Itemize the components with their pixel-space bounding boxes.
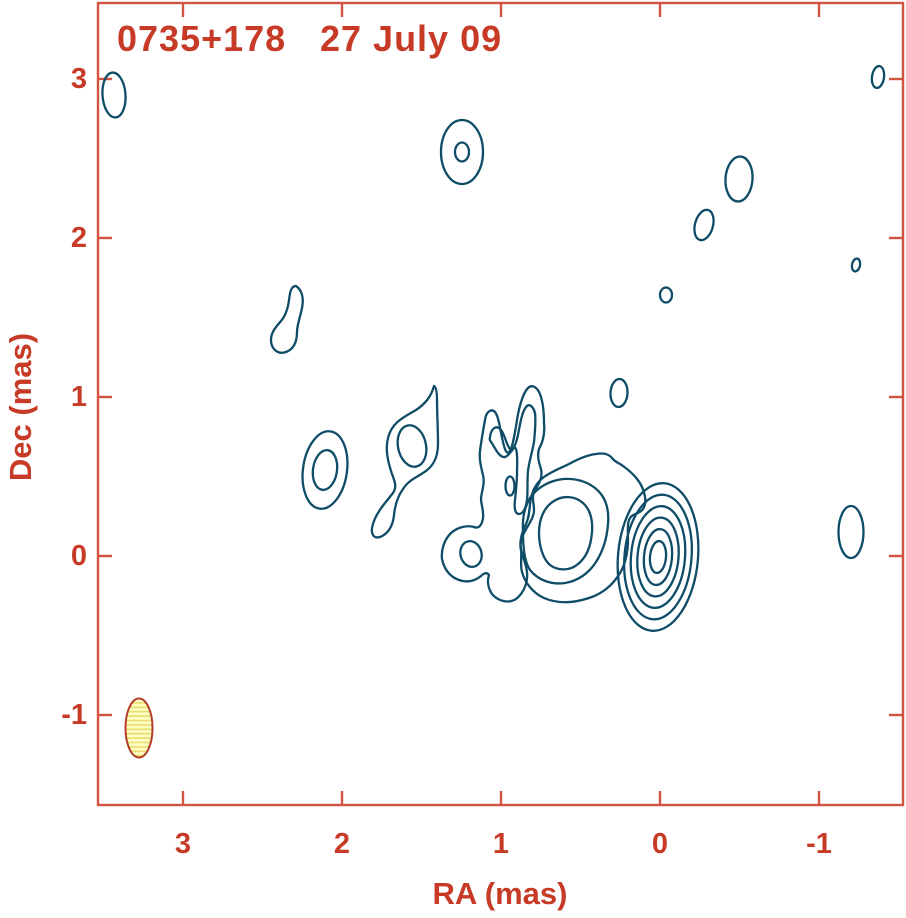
contour-feature-blob-b — [439, 118, 485, 186]
axis-ticks — [98, 3, 903, 805]
x-axis-title: RA (mas) — [432, 876, 568, 911]
contour-feature-tadpole-ring — [396, 424, 428, 468]
contour-feature-blob-c — [269, 284, 304, 354]
contour-feature-blob-f — [850, 257, 862, 273]
contour-lines — [101, 64, 886, 632]
y-axis-title: Dec (mas) — [3, 332, 38, 482]
y-tick-label: 2 — [70, 222, 87, 254]
y-tick-label: -1 — [61, 699, 87, 731]
contour-feature-blob-a — [101, 71, 127, 119]
contour-feature-arm-knot — [459, 540, 483, 568]
epoch-date-label: 27 July 09 — [320, 18, 503, 59]
restoring-beam-ellipse — [124, 697, 154, 759]
x-tick-label: 3 — [174, 828, 192, 860]
y-tick-label: 1 — [70, 381, 87, 413]
y-tick-label: 3 — [70, 63, 87, 95]
contour-feature-blob-e — [693, 208, 715, 242]
contour-feature-jet-complex — [440, 385, 546, 603]
contour-feature-core — [616, 482, 700, 632]
y-tick-label: 0 — [70, 540, 87, 572]
contour-feature-blob-g — [658, 286, 674, 304]
x-tick-label: -1 — [806, 828, 832, 860]
contour-feature-tadpole — [370, 384, 440, 539]
x-tick-label: 1 — [492, 828, 510, 860]
contour-feature-blob-d — [724, 155, 754, 203]
contour-feature-blob-i — [837, 504, 865, 560]
contour-feature-knot-k — [301, 430, 349, 510]
source-name-label: 0735+178 — [117, 18, 287, 59]
contour-feature-blob-h — [609, 377, 629, 409]
x-tick-label: 0 — [651, 828, 669, 860]
contour-feature-blob-j — [870, 64, 886, 90]
x-tick-label: 2 — [333, 828, 351, 860]
contour-feature-complex-hole — [504, 475, 516, 497]
plot-frame — [96, 1, 905, 807]
contour-feature-jet-knot — [519, 452, 647, 604]
